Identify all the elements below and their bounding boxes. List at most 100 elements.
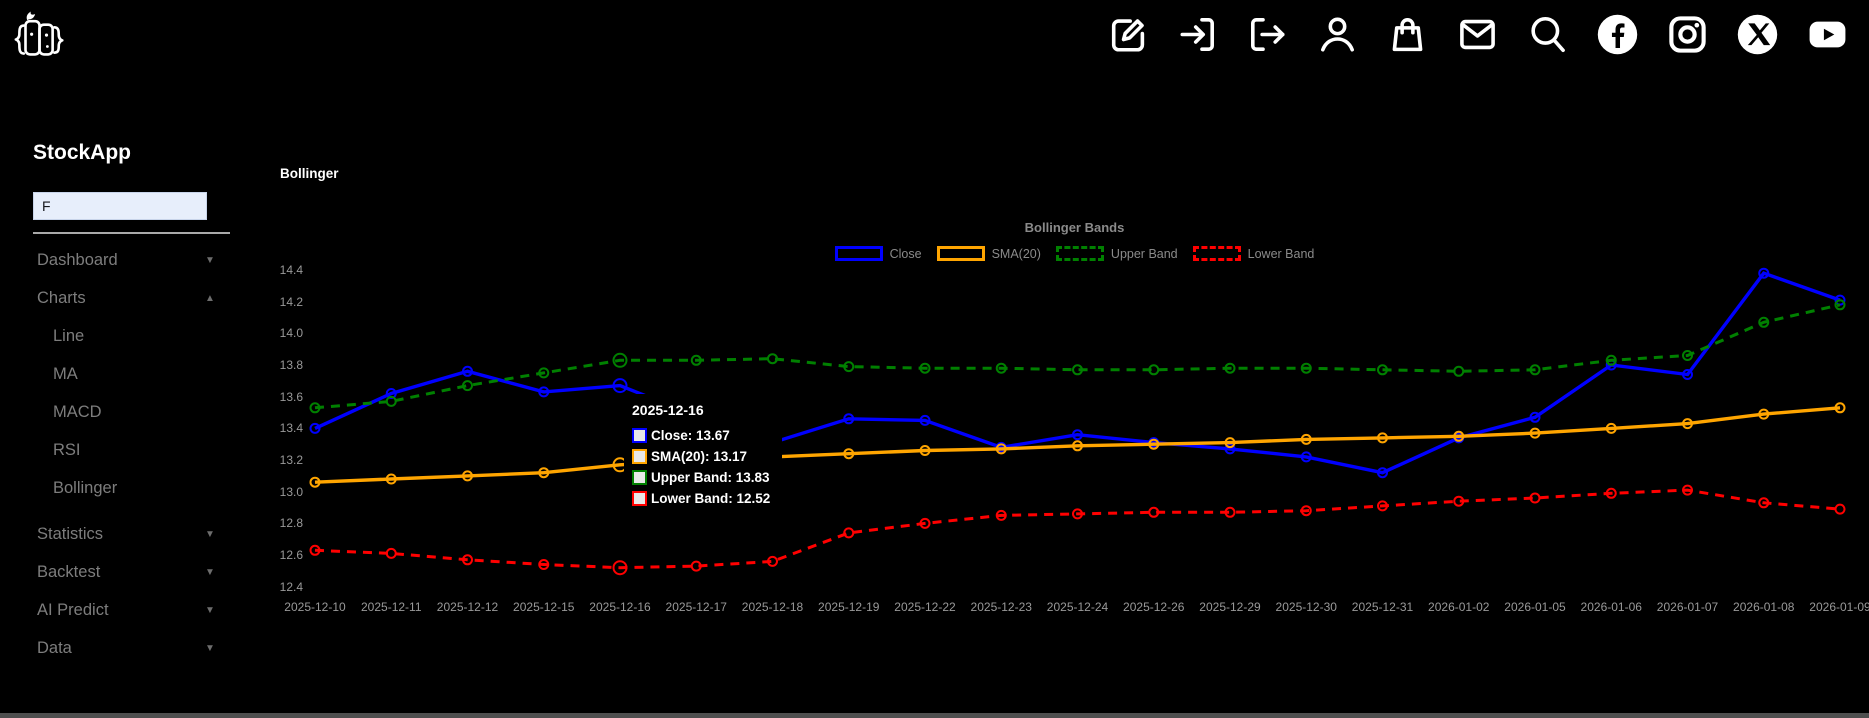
data-point[interactable] [385,547,397,559]
data-point[interactable] [1834,503,1846,515]
data-point[interactable] [843,448,855,460]
data-point[interactable] [1377,467,1388,479]
data-point[interactable] [919,414,931,426]
youtube-icon[interactable] [1806,11,1849,58]
sidebar-item-ma[interactable]: MA [0,355,232,393]
sidebar-item-statistics[interactable]: Statistics ▼ [0,515,232,553]
data-point[interactable] [1605,487,1617,499]
data-point[interactable] [1605,422,1617,434]
legend-item-close[interactable]: Close [834,246,922,261]
data-point[interactable] [462,365,473,377]
mail-icon[interactable] [1456,11,1499,58]
data-point[interactable] [1605,354,1617,366]
data-point[interactable] [1453,365,1465,377]
sidebar-item-macd[interactable]: MACD [0,393,232,431]
sidebar-item-bollinger[interactable]: Bollinger [0,469,232,507]
data-point[interactable] [1682,484,1693,496]
logout-icon[interactable] [1246,11,1289,58]
data-point[interactable] [690,560,702,572]
data-point[interactable] [995,362,1007,374]
sidebar-item-dashboard[interactable]: Dashboard ▼ [0,241,232,279]
data-point[interactable] [385,473,397,485]
data-point[interactable] [1072,364,1083,376]
shopping-bag-icon[interactable] [1386,11,1429,58]
legend-item-lower-band[interactable]: Lower Band [1192,246,1314,261]
legend-item-upper-band[interactable]: Upper Band [1055,246,1178,261]
data-point[interactable] [385,388,397,399]
data-point[interactable] [462,554,473,566]
data-point[interactable] [1224,443,1236,455]
data-point[interactable] [385,395,397,407]
data-point[interactable] [690,354,702,366]
data-point[interactable] [1453,430,1465,442]
user-icon[interactable] [1316,11,1359,58]
data-point[interactable] [1148,438,1160,450]
data-point[interactable] [919,445,931,456]
data-point[interactable] [1072,440,1083,452]
data-point[interactable] [1300,433,1312,445]
data-point[interactable] [1834,299,1846,311]
sidebar-item-data[interactable]: Data ▼ [0,629,232,667]
data-point[interactable] [1529,364,1541,376]
search-icon[interactable] [1526,11,1569,58]
data-point[interactable] [309,544,321,556]
data-point[interactable] [612,352,628,368]
ticker-input[interactable] [33,192,207,220]
data-point[interactable] [919,362,931,374]
data-point[interactable] [1072,508,1083,520]
data-point[interactable] [1224,437,1236,449]
data-point[interactable] [1758,408,1770,420]
data-point[interactable] [1834,294,1846,306]
data-point[interactable] [1758,316,1770,328]
data-point[interactable] [1453,495,1465,507]
app-logo[interactable] [8,8,64,64]
data-point[interactable] [1377,500,1388,512]
data-point[interactable] [1758,497,1770,509]
legend-item-sma-20-[interactable]: SMA(20) [936,246,1041,261]
data-point[interactable] [1377,432,1388,444]
data-point[interactable] [995,443,1007,455]
data-point[interactable] [843,527,855,539]
data-point[interactable] [1148,506,1160,518]
data-point[interactable] [1300,362,1312,374]
data-point[interactable] [462,380,473,392]
data-point[interactable] [309,476,321,488]
data-point[interactable] [538,467,550,479]
facebook-icon[interactable] [1596,11,1639,58]
data-point[interactable] [1300,451,1312,463]
sidebar-item-ai-predict[interactable]: AI Predict ▼ [0,591,232,629]
data-point[interactable] [612,378,628,394]
data-point[interactable] [1758,267,1770,279]
data-point[interactable] [1224,506,1236,518]
data-point[interactable] [1529,411,1541,423]
edit-icon[interactable] [1106,11,1149,58]
data-point[interactable] [1682,369,1693,380]
data-point[interactable] [767,353,778,365]
data-point[interactable] [843,361,855,373]
data-point[interactable] [843,413,855,425]
sidebar-item-line[interactable]: Line [0,317,232,355]
sidebar-item-rsi[interactable]: RSI [0,431,232,469]
data-point[interactable] [538,367,550,379]
data-point[interactable] [1377,364,1388,376]
data-point[interactable] [1300,505,1312,517]
data-point[interactable] [1529,492,1541,504]
data-point[interactable] [1682,350,1693,361]
data-point[interactable] [1834,402,1846,414]
data-point[interactable] [919,517,931,529]
data-point[interactable] [309,422,321,434]
data-point[interactable] [1072,429,1083,441]
data-point[interactable] [767,555,778,567]
instagram-icon[interactable] [1666,11,1709,58]
login-icon[interactable] [1176,11,1219,58]
x-twitter-icon[interactable] [1736,11,1779,58]
data-point[interactable] [309,402,321,414]
data-point[interactable] [1682,418,1693,430]
data-point[interactable] [538,559,550,570]
data-point[interactable] [1529,427,1541,439]
data-point[interactable] [462,470,473,482]
sidebar-item-backtest[interactable]: Backtest ▼ [0,553,232,591]
data-point[interactable] [1148,364,1160,376]
data-point[interactable] [1224,362,1236,374]
